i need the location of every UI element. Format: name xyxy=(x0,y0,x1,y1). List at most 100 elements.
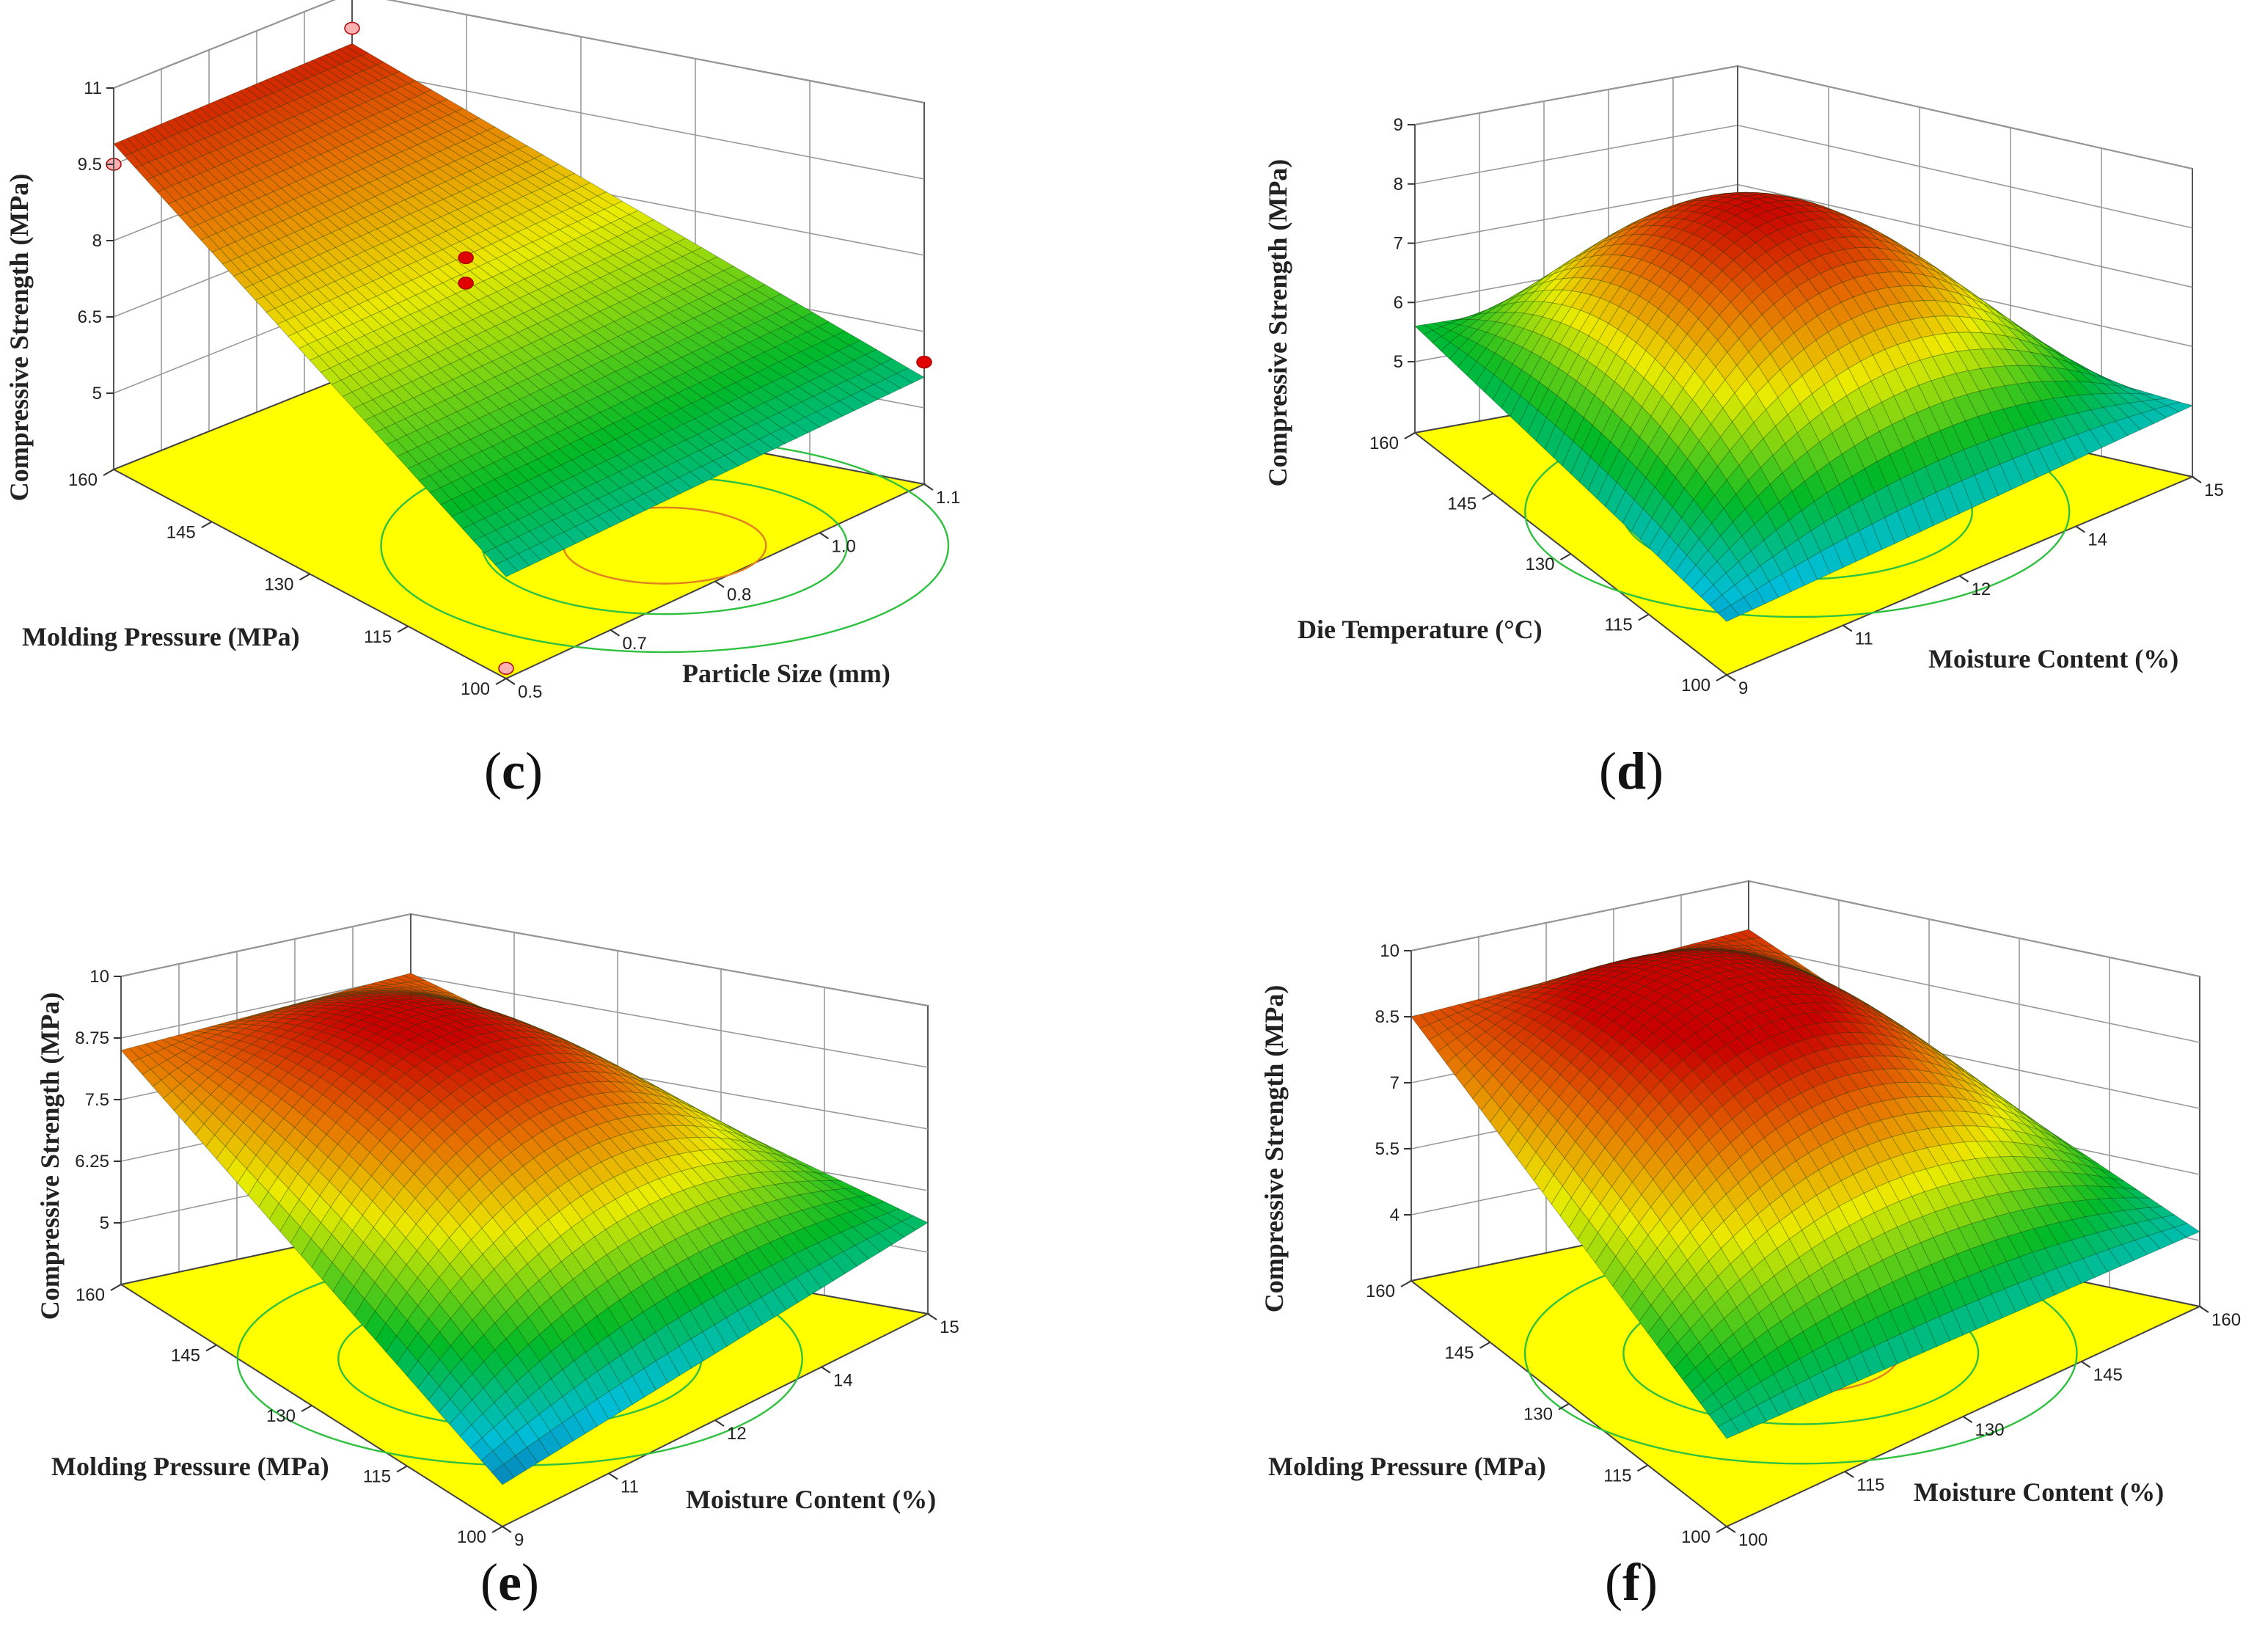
response-surface xyxy=(1414,191,2194,622)
x-tick-label: 0.7 xyxy=(623,634,647,654)
y-tick xyxy=(299,573,310,581)
y-tick-label: 145 xyxy=(167,522,196,542)
y-tick-label: 145 xyxy=(1447,494,1477,514)
response-surface xyxy=(113,43,925,577)
x-tick-label: 12 xyxy=(1972,580,1991,599)
x-tick-label: 0.5 xyxy=(518,682,542,702)
x-tick xyxy=(821,1366,831,1374)
z-tick-label: 5 xyxy=(92,384,102,403)
x-tick-label: 9 xyxy=(1738,679,1748,698)
z-tick-label: 6.25 xyxy=(75,1152,109,1172)
x-axis-title: Particle Size (mm) xyxy=(682,659,890,688)
z-axis-title: Compressive Strength (MPa) xyxy=(4,174,34,502)
y-tick-label: 130 xyxy=(264,575,293,595)
x-tick xyxy=(505,678,516,685)
y-tick-label: 160 xyxy=(1369,434,1399,453)
y-tick xyxy=(495,678,507,685)
x-tick-label: 14 xyxy=(2088,530,2107,550)
y-tick-label: 115 xyxy=(363,1467,391,1487)
z-axis-title: Compressive Strength (MPa) xyxy=(1263,159,1292,487)
y-tick-label: 100 xyxy=(461,679,490,699)
y-tick xyxy=(397,625,409,633)
y-axis: 160 145 130 115 100 xyxy=(76,1284,503,1547)
z-gridline xyxy=(1414,65,2193,169)
y-tick-label: 145 xyxy=(171,1346,200,1366)
y-axis-title: Molding Pressure (MPa) xyxy=(51,1452,329,1481)
design-point xyxy=(458,251,474,265)
x-tick xyxy=(1843,624,1853,632)
y-tick xyxy=(1716,674,1727,681)
x-tick-label: 1.1 xyxy=(936,488,960,508)
y-axis-title: Die Temperature (°C) xyxy=(1298,615,1543,644)
response-surface xyxy=(120,973,929,1485)
z-gridline xyxy=(1410,880,2200,977)
surface-cell xyxy=(494,559,519,577)
z-tick-label: 5 xyxy=(1394,352,1403,372)
x-tick-label: 12 xyxy=(727,1424,747,1444)
x-axis-title: Moisture Content (%) xyxy=(1928,644,2178,673)
x-tick xyxy=(927,1313,937,1320)
y-tick xyxy=(491,1526,503,1533)
x-tick xyxy=(714,580,725,588)
z-tick-label: 9.5 xyxy=(78,155,102,175)
z-axis: 56.589.511 xyxy=(78,78,114,469)
y-tick-label: 160 xyxy=(76,1285,105,1305)
x-tick xyxy=(502,1526,512,1533)
z-tick-label: 6 xyxy=(1394,293,1403,313)
x-tick xyxy=(610,629,621,637)
x-tick xyxy=(819,532,830,540)
y-axis: 160 145 130 115 100 xyxy=(68,469,507,699)
x-tick-label: 0.8 xyxy=(727,585,751,605)
y-tick xyxy=(396,1465,408,1473)
x-tick-label: 11 xyxy=(1855,629,1873,649)
x-tick xyxy=(1958,575,1969,582)
z-tick-label: 11 xyxy=(84,78,102,98)
x-tick xyxy=(2075,525,2085,533)
y-tick-label: 115 xyxy=(364,627,392,647)
panel-caption: (e) xyxy=(480,1553,539,1612)
z-gridline xyxy=(120,913,929,1006)
y-tick xyxy=(103,469,114,476)
z-tick-label: 8 xyxy=(1394,175,1403,194)
z-axis: 5 6 7 8 9 xyxy=(1394,115,1416,433)
z-axis-title: Compressive Strength (MPa) xyxy=(35,993,65,1320)
y-axis-title: Molding Pressure (MPa) xyxy=(22,622,300,651)
x-tick xyxy=(1726,674,1736,681)
x-tick xyxy=(923,483,934,491)
y-tick xyxy=(205,1344,217,1352)
design-point xyxy=(458,277,474,290)
z-tick-label: 10 xyxy=(89,967,109,987)
chart-panel-c: 5 6.5 8 9.5 11 160 145 130 115 100 0.5 0.7 0.8 1.0 1.1… xyxy=(0,0,1122,826)
chart-panel-f: 4 5.5 7 8.5 10 160 145 130 115 100 100 115 130 145 160… xyxy=(1122,826,2243,1652)
surface-cell xyxy=(491,1463,515,1485)
y-tick-label: 100 xyxy=(457,1527,486,1547)
design-point xyxy=(498,662,514,675)
x-tick xyxy=(714,1419,725,1427)
x-tick-label: 14 xyxy=(833,1371,853,1391)
z-tick-label: 5 xyxy=(100,1213,109,1233)
x-tick-label: 15 xyxy=(940,1317,959,1337)
y-tick-label: 115 xyxy=(1604,615,1632,635)
y-tick-label: 100 xyxy=(1681,676,1710,695)
y-tick xyxy=(1638,613,1650,621)
y-tick xyxy=(201,521,213,529)
x-tick-label: 15 xyxy=(2204,480,2224,500)
panel-caption: (c) xyxy=(484,742,543,800)
chart-panel-e: 5 6.25 7.5 8.75 10 160 145 130 115 100 9 11 12 14 15 Mo… xyxy=(0,826,1122,1652)
design-point xyxy=(916,355,932,369)
y-tick xyxy=(1482,492,1493,500)
z-gridline xyxy=(113,0,925,103)
response-surface xyxy=(1410,929,2200,1439)
z-tick-label: 6.5 xyxy=(78,307,102,327)
y-tick-label: 160 xyxy=(68,470,98,490)
x-axis: 9 11 12 14 15 xyxy=(1726,476,2224,698)
z-tick-label: 7 xyxy=(1394,234,1403,254)
z-tick-label: 9 xyxy=(1394,115,1403,135)
y-tick-label: 130 xyxy=(266,1406,296,1426)
